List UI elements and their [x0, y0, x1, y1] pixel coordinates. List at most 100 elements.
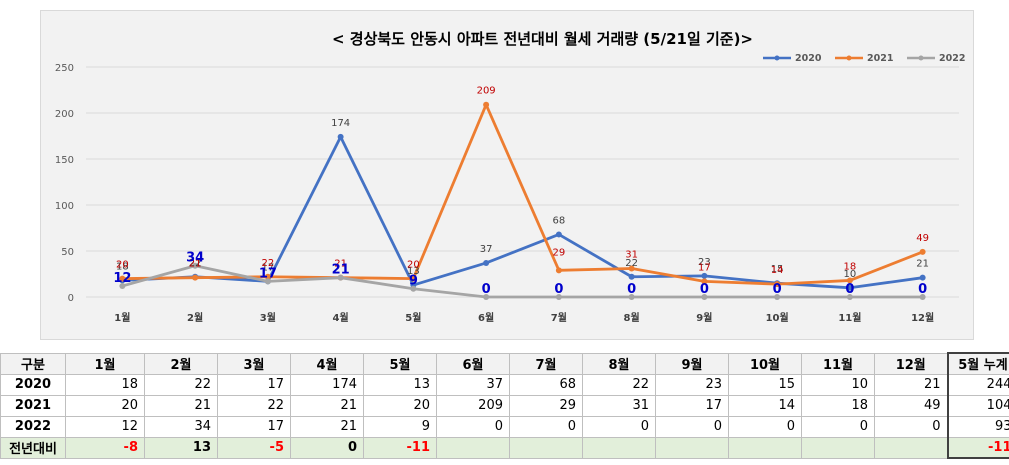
data-point-2021: [410, 275, 417, 282]
table-cell: [509, 436, 583, 459]
table-cell: 0: [874, 415, 948, 438]
data-label-2020: 13: [407, 266, 420, 277]
data-point-2022: [628, 294, 635, 300]
table-cell: 0: [436, 415, 510, 438]
table-cell: 0: [655, 415, 729, 438]
table-row: 전년대비 -8 13 -5 0 -11 -11: [0, 436, 1009, 459]
table-cell: [801, 436, 875, 459]
data-point-2021: [555, 267, 562, 274]
table-cell: 13: [363, 373, 437, 396]
data-label-2022: 0: [700, 282, 709, 297]
data-label-2022: 0: [918, 282, 927, 297]
table-cell: 29: [509, 394, 583, 417]
data-label-2021: 31: [625, 249, 638, 260]
table-cell: 17: [217, 373, 291, 396]
table-cell: 174: [290, 373, 364, 396]
table-cell: 68: [509, 373, 583, 396]
data-label-2021: 14: [771, 265, 784, 276]
table-row: 2020 18 22 17 174 13 37 68 22 23 15 10 21 244: [0, 373, 1009, 396]
x-tick-label: 2월: [187, 312, 203, 324]
table-cell: 17: [217, 415, 291, 438]
series-line-2021: [122, 103, 924, 286]
table-cell: 15: [728, 373, 802, 396]
data-label-2020: 37: [480, 244, 493, 255]
table-row: 2022 12 34 17 21 9 0 0 0 0 0 0 0 93: [0, 415, 1009, 438]
line-chart: < 경상북도 안동시 아파트 전년대비 월세 거래량 (5/21일 기준)> 0 5…: [55, 30, 966, 324]
data-label-2021: 49: [916, 233, 929, 244]
data-point-2021: [483, 101, 490, 108]
table-cell: 34: [144, 415, 218, 438]
column-header: 2월: [144, 352, 218, 375]
data-label-2021: 29: [553, 247, 566, 258]
data-point-2021: [264, 273, 271, 280]
data-point-2022: [337, 274, 344, 281]
x-tick-label: 8월: [624, 312, 640, 324]
column-header: 구분: [0, 352, 66, 375]
table-cell: [436, 436, 510, 459]
legend-entry: 2022: [939, 53, 965, 64]
table-cell: 20: [363, 394, 437, 417]
table-cell: 12: [65, 415, 145, 438]
y-tick-label: 200: [55, 109, 74, 120]
legend-marker: [846, 55, 852, 61]
data-label-2021: 209: [477, 86, 496, 97]
column-header: 6월: [436, 352, 510, 375]
data-point-2020: [628, 273, 635, 280]
column-header: 11월: [801, 352, 875, 375]
column-header: 8월: [582, 352, 656, 375]
table-cell: 0: [509, 415, 583, 438]
data-label-2022: 21: [332, 263, 350, 278]
x-tick-label: 11월: [838, 312, 861, 324]
table-cell: 14: [728, 394, 802, 417]
table-cell: 17: [655, 394, 729, 417]
table-cell: 209: [436, 394, 510, 417]
data-label-2022: 0: [845, 282, 854, 297]
data-point-2021: [192, 274, 199, 281]
data-point-2021: [846, 277, 853, 284]
y-tick-label: 0: [68, 293, 74, 304]
table-cell: 93: [946, 415, 1009, 438]
x-tick-label: 10월: [766, 312, 789, 324]
data-label-2021: 21: [189, 259, 202, 270]
data-point-2021: [701, 278, 708, 285]
table-cell: 9: [363, 415, 437, 438]
data-point-2020: [555, 231, 562, 238]
data-label-2021: 20: [116, 260, 129, 271]
data-label-2021: 20: [407, 260, 420, 271]
data-point-2020: [483, 259, 490, 266]
data-point-2020: [337, 133, 344, 140]
table-cell: 49: [874, 394, 948, 417]
data-point-2022: [192, 262, 199, 269]
table-cell: -8: [65, 436, 145, 459]
data-label-2022: 34: [186, 251, 204, 266]
x-tick-label: 6월: [478, 312, 494, 324]
table-cell: -11: [363, 436, 437, 459]
x-tick-label: 3월: [260, 312, 276, 324]
data-point-2021: [119, 275, 126, 282]
row-label: 2022: [0, 415, 66, 438]
table-row: 2021 20 21 22 21 20 209 29 31 17 14 18 49 104: [0, 394, 1009, 417]
x-tick-label: 4월: [333, 312, 349, 324]
table-cell: 22: [582, 373, 656, 396]
data-point-2022: [919, 294, 926, 300]
series-line-2022: [121, 264, 923, 299]
table-cell: 21: [874, 373, 948, 396]
data-point-2020: [846, 284, 853, 291]
table-cell: 104: [946, 394, 1009, 417]
data-table: 구분 1월 2월 3월 4월 5월 6월 7월 8월 9월 10월 11월 12월 5월 누계 2020 18…: [0, 352, 1009, 459]
column-header: 12월: [874, 352, 948, 375]
table-cell: 22: [144, 373, 218, 396]
column-header: 10월: [728, 352, 802, 375]
table-cell: 37: [436, 373, 510, 396]
x-tick-label: 5월: [405, 312, 421, 324]
data-point-2020: [919, 274, 926, 281]
legend-marker: [774, 55, 780, 61]
y-tick-label: 50: [61, 247, 74, 258]
series-line-2020: [122, 135, 923, 290]
table-cell: 21: [290, 415, 364, 438]
column-header: 5월 누계: [946, 352, 1009, 375]
data-label-2022: 0: [482, 282, 491, 297]
table-cell: 13: [144, 436, 218, 459]
x-tick-label: 9월: [696, 312, 712, 324]
row-label: 2021: [0, 394, 66, 417]
